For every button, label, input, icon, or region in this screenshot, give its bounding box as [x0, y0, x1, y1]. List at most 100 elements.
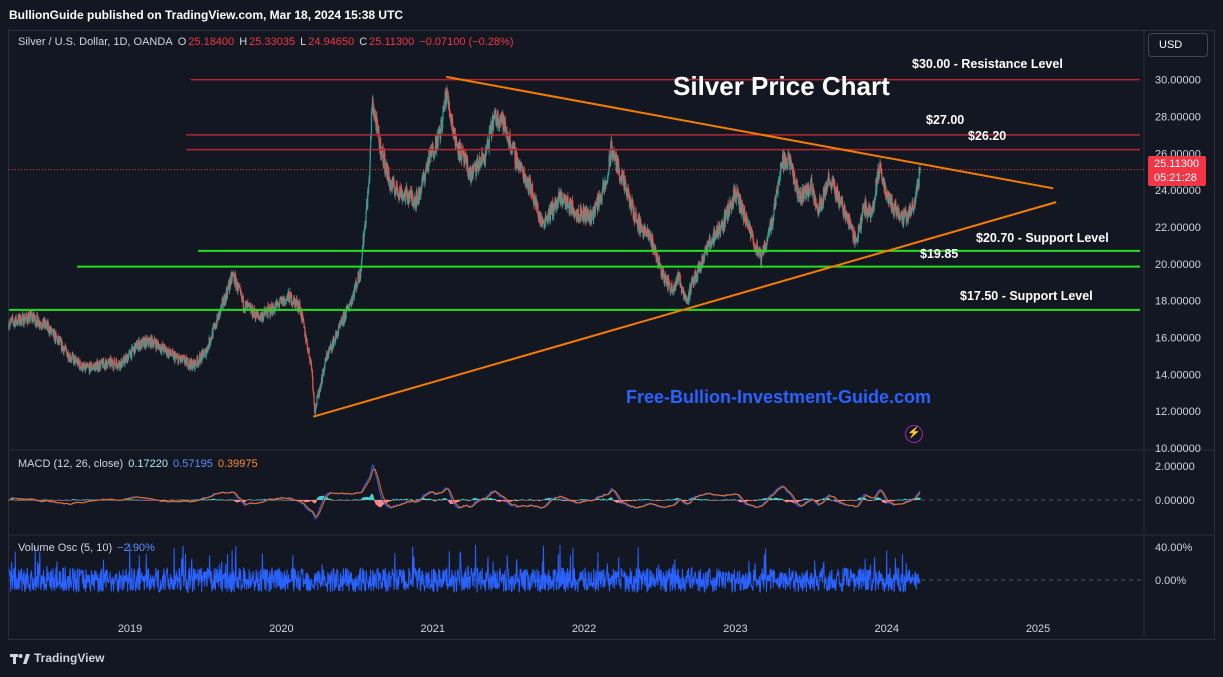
candle-body [789, 156, 791, 171]
candle-body [307, 349, 309, 352]
candle-body [627, 187, 629, 199]
candle-body [24, 318, 26, 321]
trendline-2[interactable] [312, 201, 1057, 418]
candle-body [521, 164, 523, 171]
candle-body [893, 207, 895, 216]
macd-hist-bar [109, 499, 111, 501]
candle-body [637, 215, 639, 231]
candle-body [743, 214, 745, 222]
candle-body [499, 122, 501, 126]
trendlines[interactable] [312, 75, 1057, 418]
candle-body [422, 176, 424, 179]
candle-body [866, 210, 868, 218]
candle-body [846, 212, 848, 215]
candle-body [24, 320, 26, 323]
macd-hist-bar [206, 499, 209, 501]
candle-body [20, 318, 23, 326]
candle-body [134, 345, 137, 352]
candle-body [722, 223, 724, 231]
candle-body [63, 349, 65, 354]
candle-body [124, 358, 126, 365]
candle-body [497, 111, 499, 125]
candle-body [368, 179, 370, 185]
candle-body [91, 368, 93, 370]
candle-body [750, 232, 752, 239]
candle-body [656, 255, 658, 261]
candle-body [780, 162, 782, 166]
candle-body [625, 187, 628, 193]
candle-body [253, 308, 256, 315]
candle-body [709, 242, 711, 250]
candle-body [430, 148, 433, 157]
candle-body [170, 354, 172, 356]
candle-body [640, 219, 642, 231]
candle-body [345, 309, 347, 319]
candle-body [612, 149, 614, 157]
candle-body [736, 188, 738, 195]
macd-hist-bar [88, 500, 90, 501]
candle-body [360, 260, 363, 270]
candle-body [28, 313, 30, 316]
candle-body [386, 176, 388, 179]
macd-hist-bar [18, 499, 20, 501]
candle-body [400, 187, 402, 197]
candle-body [94, 362, 97, 365]
candle-body [697, 267, 699, 279]
candle-body [189, 360, 191, 365]
candle-body [454, 127, 456, 145]
candle-body [530, 189, 532, 194]
y-axis[interactable]: 30.0000028.0000026.0000024.0000022.00000… [1155, 75, 1201, 455]
candle-body [477, 159, 479, 169]
trendline-1[interactable] [446, 75, 1054, 190]
candle-body [20, 315, 22, 326]
candle-body [122, 357, 125, 363]
candle-body [824, 194, 827, 196]
candle-body [566, 199, 568, 208]
candle-body [511, 144, 514, 151]
candle-body [264, 309, 266, 313]
candle-body [633, 207, 635, 220]
candle-body [225, 290, 227, 302]
candle-body [659, 264, 661, 267]
candle-body [97, 360, 99, 371]
candle-body [122, 363, 124, 367]
candle-body [221, 303, 223, 309]
candle-body [185, 357, 187, 361]
candle-body [634, 216, 636, 223]
candle-body [278, 304, 280, 308]
candle-body [248, 303, 251, 306]
candle-body [293, 297, 295, 305]
candle-body [234, 274, 236, 277]
candle-body [194, 360, 197, 364]
candle-body [719, 224, 721, 231]
candles[interactable] [8, 85, 921, 416]
candle-body [109, 359, 111, 365]
candle-body [601, 189, 604, 195]
candle-body [688, 293, 690, 303]
candle-body [843, 206, 845, 212]
candle-body [702, 255, 704, 264]
candle-body [823, 194, 825, 198]
candle-body [680, 286, 682, 288]
candle-body [644, 229, 646, 233]
candle-body [234, 274, 236, 284]
candle-body [732, 205, 734, 208]
candle-body [879, 166, 881, 175]
candle-body [419, 192, 421, 200]
x-axis[interactable]: 2019 2020 2021 2022 2023 2024 2025 [118, 623, 1050, 635]
candle-body [412, 200, 414, 207]
macd-hist-bar [89, 499, 91, 500]
candle-body [911, 201, 914, 207]
candle-body [222, 299, 224, 307]
candle-body [360, 269, 362, 271]
candle-body [534, 194, 536, 201]
candle-body [591, 214, 593, 222]
candle-body [399, 186, 401, 194]
level-lines[interactable]: $30.00 - Resistance Level $27.00 $26.20 $20… [9, 57, 1140, 311]
candle-body [494, 111, 497, 114]
candle-body [892, 202, 894, 213]
candle-body [171, 349, 173, 356]
candle-body [181, 360, 184, 362]
